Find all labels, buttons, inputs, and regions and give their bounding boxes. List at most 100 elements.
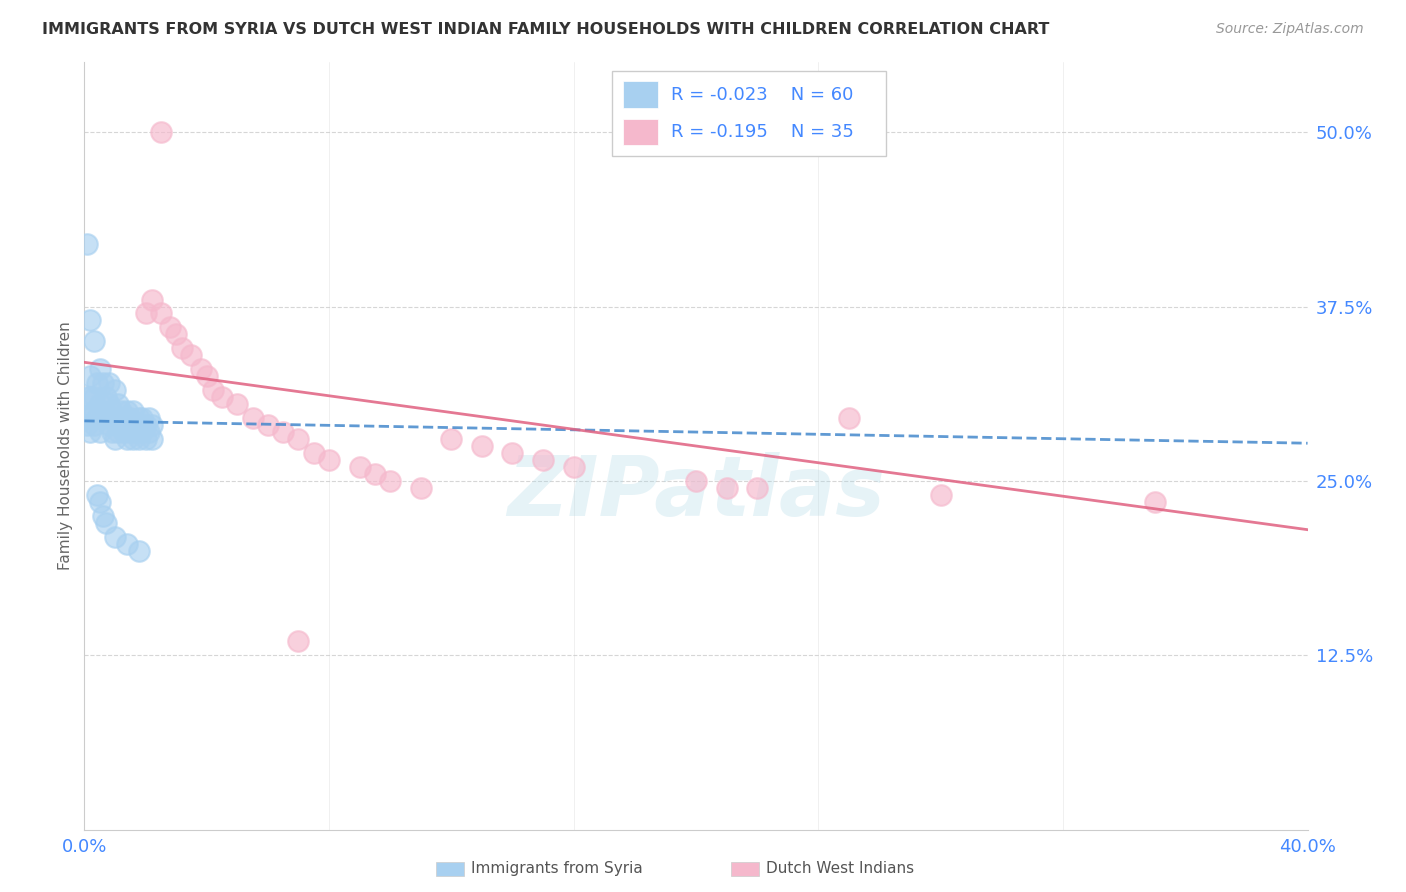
Text: R = -0.023    N = 60: R = -0.023 N = 60 [671,86,853,103]
Point [201,383,224,397]
Point [135,306,157,320]
Point [364,467,387,481]
Point [86,488,108,502]
Point [131,425,153,439]
Point [91,404,114,418]
Point [101,404,124,418]
Point [83,404,105,418]
Point [79,313,101,327]
Point [79,390,101,404]
Point [79,369,101,384]
Point [89,397,111,411]
Point [120,425,142,439]
Point [929,488,952,502]
Point [159,320,181,334]
Point [257,418,280,433]
Point [110,404,132,418]
Point [104,383,127,397]
Point [76,390,98,404]
Point [409,481,432,495]
Point [107,425,129,439]
Point [104,432,127,446]
Point [83,418,105,433]
Point [115,432,138,446]
Point [94,516,117,530]
Point [141,432,163,446]
Point [349,459,371,474]
Point [562,459,585,474]
Point [318,453,340,467]
Point [112,425,135,439]
Point [190,362,212,376]
Point [716,481,738,495]
Point [86,376,108,391]
Y-axis label: Family Households with Children: Family Households with Children [58,322,73,570]
Text: ZIPatlas: ZIPatlas [508,451,884,533]
Point [97,397,120,411]
Point [76,411,98,425]
Point [128,543,150,558]
Point [97,418,120,433]
Point [101,425,124,439]
Point [531,453,554,467]
Text: R = -0.195    N = 35: R = -0.195 N = 35 [671,123,853,141]
Point [91,508,114,523]
Point [94,411,117,425]
Point [86,411,108,425]
Point [135,432,157,446]
Point [302,446,325,460]
Point [107,397,129,411]
Point [128,411,150,425]
Point [141,418,163,433]
Point [122,432,145,446]
Point [104,530,127,544]
Point [76,418,98,433]
Text: Source: ZipAtlas.com: Source: ZipAtlas.com [1216,22,1364,37]
Point [83,334,105,349]
Point [122,404,145,418]
Point [79,411,101,425]
Point [380,474,402,488]
Point [287,634,309,648]
Point [104,411,127,425]
Point [89,425,111,439]
Point [94,390,117,404]
Point [287,432,309,446]
Point [128,432,150,446]
Point [226,397,249,411]
Point [138,411,160,425]
Point [172,342,194,356]
Point [165,327,187,342]
Point [131,411,153,425]
Point [141,293,163,307]
Point [125,425,148,439]
Point [747,481,769,495]
Point [471,439,494,453]
Point [135,418,157,433]
Point [83,390,105,404]
Point [115,404,138,418]
Point [180,348,202,362]
Point [91,376,114,391]
Point [685,474,707,488]
Point [242,411,264,425]
Point [79,425,101,439]
Text: IMMIGRANTS FROM SYRIA VS DUTCH WEST INDIAN FAMILY HOUSEHOLDS WITH CHILDREN CORRE: IMMIGRANTS FROM SYRIA VS DUTCH WEST INDI… [42,22,1049,37]
Point [440,432,463,446]
Point [838,411,860,425]
Point [76,236,98,251]
Text: Dutch West Indians: Dutch West Indians [766,862,914,876]
Point [149,306,172,320]
Point [211,390,233,404]
Point [120,411,142,425]
Point [112,411,135,425]
Point [1143,495,1166,509]
Point [502,446,524,460]
Point [195,369,218,384]
Point [110,418,132,433]
Point [89,362,111,376]
Point [97,376,120,391]
Point [138,425,160,439]
Point [89,495,111,509]
Point [115,536,138,550]
